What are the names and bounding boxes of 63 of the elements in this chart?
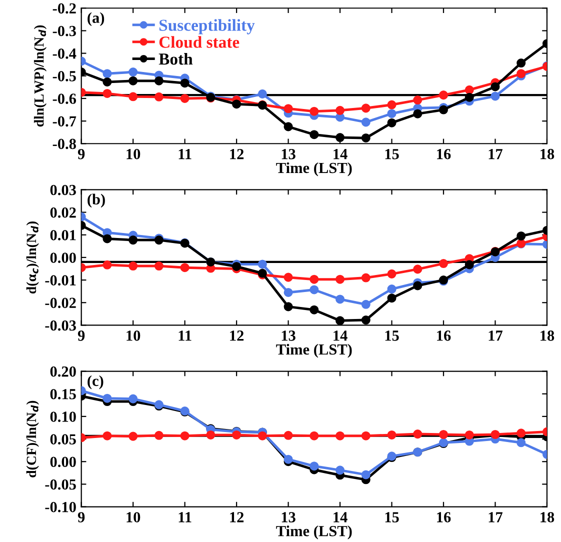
- x-axis-title: Time (LST): [276, 344, 352, 358]
- x-tick-label: 12: [230, 512, 244, 522]
- x-tick-label: 13: [282, 512, 296, 522]
- x-tick-label: 18: [540, 512, 554, 522]
- y-tick-label: -0.7: [52, 116, 76, 127]
- y-axis-title: d(CF)/ln(N$_{d}$): [26, 400, 39, 478]
- y-tick-label: 0.03: [50, 184, 76, 196]
- y-tick-label: 0.01: [50, 230, 76, 240]
- x-tick-label: 10: [126, 148, 140, 160]
- x-tick-label: 11: [178, 330, 192, 341]
- y-tick-label: 0.00: [50, 252, 76, 263]
- y-tick-label: -0.2: [52, 3, 76, 14]
- y-tick-label: 0.00: [50, 456, 76, 468]
- legend-label: Cloud state: [159, 36, 240, 48]
- annotation: (c): [88, 375, 104, 390]
- x-tick-label: 13: [282, 148, 296, 160]
- y-tick-label: -0.02: [45, 298, 76, 308]
- y-axis-title: dln(LWP)/ln(N$_{d}$): [34, 25, 47, 127]
- x-tick-label: 12: [230, 330, 244, 341]
- x-tick-label: 15: [385, 512, 399, 522]
- x-tick-label: 13: [282, 330, 296, 341]
- legend-label: Susceptibility: [159, 19, 255, 34]
- x-axis-title: Time (LST): [276, 162, 352, 176]
- y-tick-label: 0.20: [50, 366, 76, 377]
- x-tick-label: 12: [230, 148, 244, 160]
- y-tick-label: -0.10: [45, 502, 76, 512]
- y-tick-label: -0.3: [52, 26, 76, 36]
- y-tick-label: -0.6: [52, 94, 76, 104]
- x-tick-label: 15: [385, 330, 399, 341]
- legend-label: Both: [158, 52, 193, 65]
- x-tick-label: 17: [488, 330, 503, 341]
- x-tick-label: 14: [334, 149, 348, 160]
- y-tick-label: -0.03: [45, 320, 76, 331]
- x-tick-label: 10: [126, 330, 140, 341]
- x-tick-label: 15: [385, 149, 399, 160]
- annotation: (b): [88, 194, 105, 208]
- y-tick-label: -0.4: [52, 48, 76, 59]
- y-tick-label: -0.5: [52, 71, 76, 82]
- x-tick-label: 14: [334, 512, 348, 522]
- x-tick-label: 17: [488, 512, 503, 522]
- y-tick-label: 0.02: [50, 207, 76, 218]
- y-tick-label: 0.05: [50, 434, 76, 445]
- x-tick-label: 10: [126, 512, 140, 522]
- x-tick-label: 11: [178, 512, 192, 522]
- x-tick-label: 16: [437, 148, 451, 160]
- x-tick-label: 16: [437, 330, 451, 341]
- x-tick-label: 11: [178, 149, 192, 160]
- x-tick-label: 9: [78, 512, 85, 522]
- x-axis-title: Time (LST): [276, 525, 352, 540]
- x-tick-label: 14: [334, 330, 348, 341]
- x-tick-label: 9: [78, 148, 85, 160]
- x-tick-label: 9: [78, 330, 85, 341]
- y-tick-label: 0.10: [50, 412, 76, 422]
- x-tick-label: 18: [540, 148, 554, 160]
- y-tick-label: -0.8: [52, 138, 76, 150]
- x-tick-label: 18: [540, 330, 554, 341]
- y-tick-label: 0.15: [50, 388, 76, 400]
- y-tick-label: -0.01: [45, 275, 76, 286]
- x-tick-label: 17: [488, 149, 503, 160]
- y-axis-title: d(α$_{c}$)/ln(N$_{d}$): [26, 222, 39, 294]
- x-tick-label: 16: [437, 512, 451, 522]
- annotation: (a): [88, 12, 104, 26]
- y-tick-label: -0.05: [45, 479, 76, 490]
